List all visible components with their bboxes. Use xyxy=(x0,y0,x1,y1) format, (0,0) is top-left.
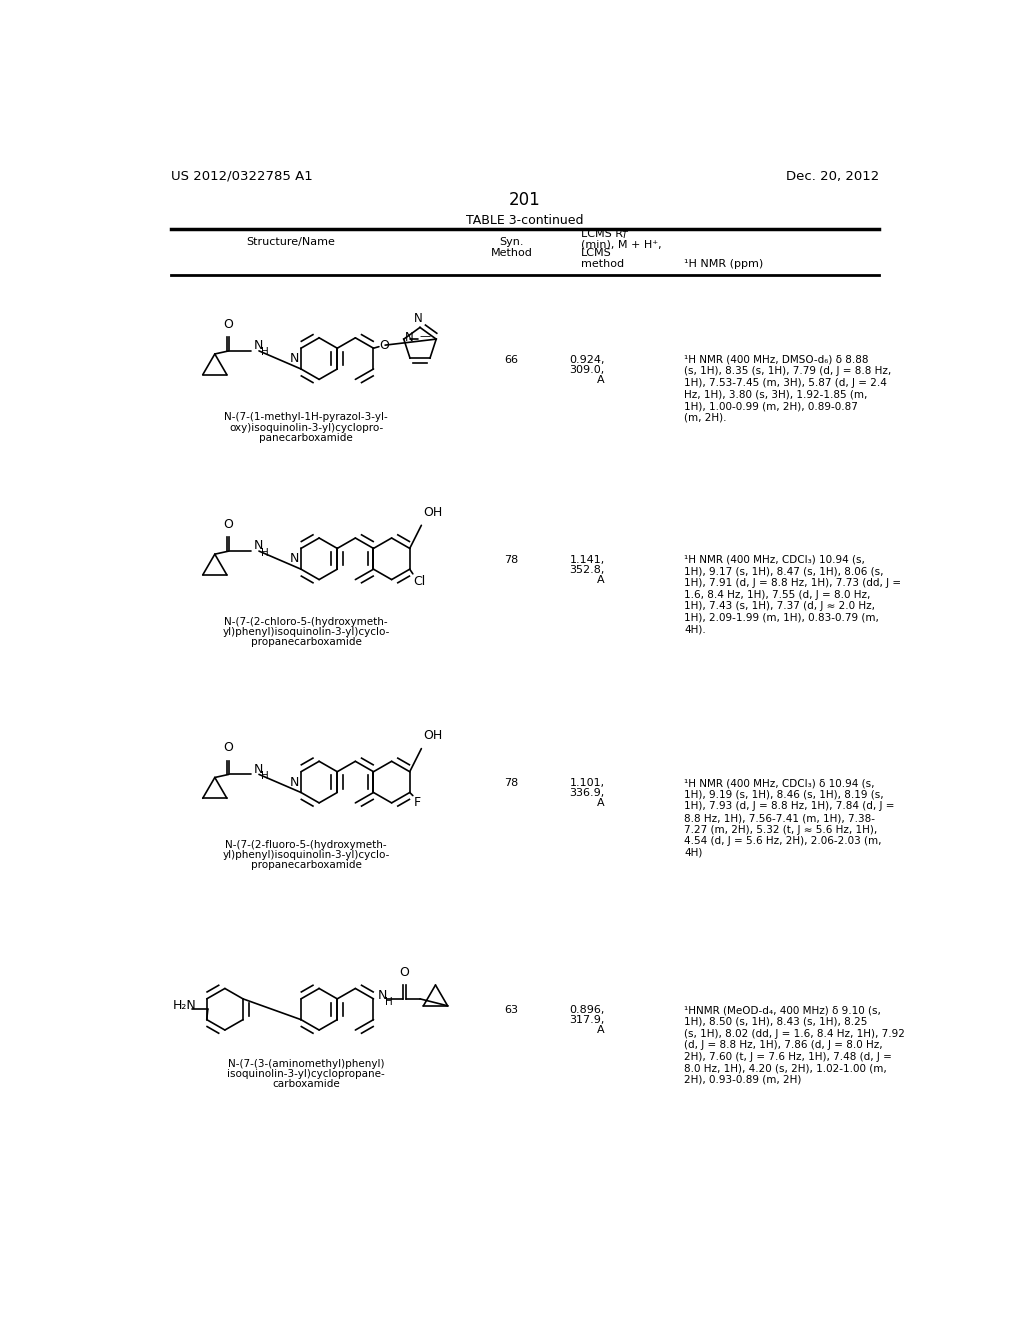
Text: A: A xyxy=(597,1026,604,1035)
Text: 1.141,: 1.141, xyxy=(569,554,604,565)
Text: N: N xyxy=(254,539,263,552)
Text: yl)phenyl)isoquinolin-3-yl)cyclo-: yl)phenyl)isoquinolin-3-yl)cyclo- xyxy=(222,627,390,636)
Text: OH: OH xyxy=(424,506,443,519)
Text: 78: 78 xyxy=(505,554,519,565)
Text: O: O xyxy=(380,339,389,351)
Text: 201: 201 xyxy=(509,191,541,209)
Text: 0.924,: 0.924, xyxy=(569,355,604,364)
Text: H₂N: H₂N xyxy=(173,999,197,1012)
Text: N: N xyxy=(290,552,299,565)
Text: 317.9,: 317.9, xyxy=(569,1015,604,1026)
Text: —: — xyxy=(419,331,430,341)
Text: O: O xyxy=(223,517,232,531)
Text: ¹H NMR (400 MHz, CDCl₃) 10.94 (s,
1H), 9.17 (s, 1H), 8.47 (s, 1H), 8.06 (s,
1H),: ¹H NMR (400 MHz, CDCl₃) 10.94 (s, 1H), 9… xyxy=(684,554,901,635)
Text: N-(7-(3-(aminomethyl)phenyl): N-(7-(3-(aminomethyl)phenyl) xyxy=(228,1059,384,1069)
Text: O: O xyxy=(223,742,232,755)
Text: N: N xyxy=(254,339,263,352)
Text: A: A xyxy=(597,799,604,808)
Text: US 2012/0322785 A1: US 2012/0322785 A1 xyxy=(171,170,312,183)
Text: ¹H NMR (400 MHz, CDCl₃) δ 10.94 (s,
1H), 9.19 (s, 1H), 8.46 (s, 1H), 8.19 (s,
1H: ¹H NMR (400 MHz, CDCl₃) δ 10.94 (s, 1H),… xyxy=(684,779,895,858)
Text: isoquinolin-3-yl)cyclopropane-: isoquinolin-3-yl)cyclopropane- xyxy=(227,1069,385,1080)
Text: 1.101,: 1.101, xyxy=(569,779,604,788)
Text: N: N xyxy=(254,763,263,776)
Text: propanecarboxamide: propanecarboxamide xyxy=(251,636,361,647)
Text: 63: 63 xyxy=(505,1006,518,1015)
Text: ¹HNMR (MeOD-d₄, 400 MHz) δ 9.10 (s,
1H), 8.50 (s, 1H), 8.43 (s, 1H), 8.25
(s, 1H: ¹HNMR (MeOD-d₄, 400 MHz) δ 9.10 (s, 1H),… xyxy=(684,1006,905,1085)
Text: Method: Method xyxy=(490,248,532,259)
Text: ¹H NMR (ppm): ¹H NMR (ppm) xyxy=(684,259,764,268)
Text: OH: OH xyxy=(424,730,443,742)
Text: 309.0,: 309.0, xyxy=(569,364,604,375)
Text: O: O xyxy=(399,966,410,979)
Text: Syn.: Syn. xyxy=(500,238,524,247)
Text: (min), M + H⁺,: (min), M + H⁺, xyxy=(582,239,662,249)
Text: panecarboxamide: panecarboxamide xyxy=(259,433,353,442)
Text: H: H xyxy=(260,548,268,557)
Text: N-(7-(2-chloro-5-(hydroxymeth-: N-(7-(2-chloro-5-(hydroxymeth- xyxy=(224,616,388,627)
Text: carboxamide: carboxamide xyxy=(272,1080,340,1089)
Text: N-(7-(2-fluoro-5-(hydroxymeth-: N-(7-(2-fluoro-5-(hydroxymeth- xyxy=(225,840,387,850)
Text: Structure/Name: Structure/Name xyxy=(247,238,335,247)
Text: ¹H NMR (400 MHz, DMSO-d₆) δ 8.88
(s, 1H), 8.35 (s, 1H), 7.79 (d, J = 8.8 Hz,
1H): ¹H NMR (400 MHz, DMSO-d₆) δ 8.88 (s, 1H)… xyxy=(684,355,892,422)
Text: yl)phenyl)isoquinolin-3-yl)cyclo-: yl)phenyl)isoquinolin-3-yl)cyclo- xyxy=(222,850,390,859)
Text: 66: 66 xyxy=(505,355,518,364)
Text: oxy)isoquinolin-3-yl)cyclopro-: oxy)isoquinolin-3-yl)cyclopro- xyxy=(229,422,383,433)
Text: 0.896,: 0.896, xyxy=(569,1006,604,1015)
Text: N: N xyxy=(290,776,299,788)
Text: N-(7-(1-methyl-1H-pyrazol-3-yl-: N-(7-(1-methyl-1H-pyrazol-3-yl- xyxy=(224,412,388,422)
Text: N: N xyxy=(378,989,387,1002)
Text: LCMS: LCMS xyxy=(582,248,612,259)
Text: 78: 78 xyxy=(505,779,519,788)
Text: N: N xyxy=(414,312,423,325)
Text: F: F xyxy=(414,796,421,809)
Text: Cl: Cl xyxy=(414,576,426,589)
Text: propanecarboxamide: propanecarboxamide xyxy=(251,859,361,870)
Text: 336.9,: 336.9, xyxy=(569,788,604,799)
Text: A: A xyxy=(597,375,604,384)
Text: T: T xyxy=(622,231,627,240)
Text: N: N xyxy=(406,331,414,345)
Text: O: O xyxy=(223,318,232,331)
Text: Dec. 20, 2012: Dec. 20, 2012 xyxy=(785,170,879,183)
Text: H: H xyxy=(260,347,268,358)
Text: TABLE 3-continued: TABLE 3-continued xyxy=(466,214,584,227)
Text: N: N xyxy=(290,352,299,366)
Text: method: method xyxy=(582,259,625,268)
Text: LCMS R: LCMS R xyxy=(582,230,624,239)
Text: A: A xyxy=(597,576,604,585)
Text: 352.8,: 352.8, xyxy=(569,565,604,576)
Text: H: H xyxy=(385,997,393,1007)
Text: H: H xyxy=(260,771,268,781)
